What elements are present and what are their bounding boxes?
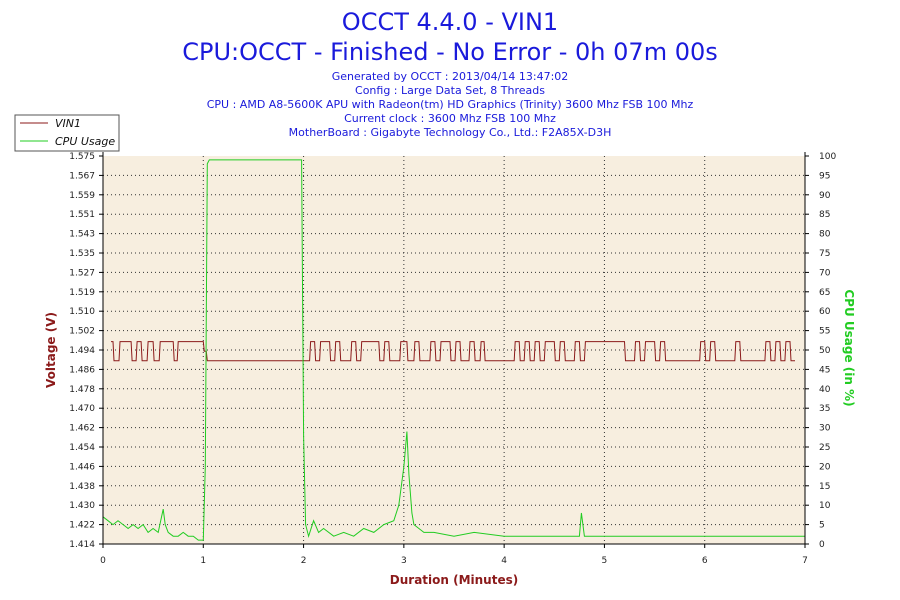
left-tick-label: 1.494: [69, 346, 95, 356]
left-tick-label: 1.478: [69, 385, 95, 395]
right-axis-ticks: 1009590858075706560555045403530252015105…: [805, 152, 836, 550]
right-tick-label: 60: [819, 307, 831, 317]
legend-box: [14, 114, 120, 152]
x-tick-label: 2: [301, 556, 307, 566]
right-tick-label: 25: [819, 443, 830, 453]
right-tick-label: 55: [819, 327, 830, 337]
right-tick-label: 90: [819, 191, 831, 201]
right-tick-label: 20: [819, 462, 831, 472]
left-tick-label: 1.414: [69, 540, 95, 550]
series-line-cpu-usage: [102, 159, 805, 541]
x-tick-label: 6: [702, 556, 708, 566]
chart-title: OCCT 4.4.0 - VIN1: [342, 8, 558, 36]
right-tick-label: 35: [819, 404, 830, 414]
grid-lines: [103, 156, 805, 544]
left-tick-label: 1.454: [69, 443, 95, 453]
left-tick-label: 1.430: [69, 501, 95, 511]
right-tick-label: 10: [819, 501, 831, 511]
right-tick-label: 40: [819, 385, 831, 395]
info-line-config: Config : Large Data Set, 8 Threads: [355, 84, 545, 97]
right-tick-label: 50: [819, 346, 831, 356]
left-tick-label: 1.519: [69, 288, 95, 298]
x-tick-label: 1: [200, 556, 206, 566]
left-tick-label: 1.527: [69, 268, 95, 278]
right-tick-label: 30: [819, 424, 831, 434]
left-tick-label: 1.486: [69, 365, 95, 375]
left-tick-label: 1.446: [69, 462, 95, 472]
x-tick-label: 4: [501, 556, 507, 566]
left-tick-label: 1.462: [69, 424, 95, 434]
info-line-motherboard: MotherBoard : Gigabyte Technology Co., L…: [289, 126, 612, 139]
left-axis-ticks: 1.575 1.567 1.559 1.551 1.543 1.535 1.527 1.519…: [69, 152, 103, 550]
left-tick-label: 1.470: [69, 404, 95, 414]
right-tick-label: 70: [819, 268, 831, 278]
left-tick-label: 1.567: [69, 171, 95, 181]
legend-label-cpu-usage: CPU Usage: [55, 135, 115, 148]
right-tick-label: 85: [819, 210, 830, 220]
left-tick-label: 1.559: [69, 191, 95, 201]
left-tick-label: 1.502: [69, 327, 95, 337]
left-tick-label: 1.575: [69, 152, 95, 162]
series-line-vin1: [111, 341, 795, 362]
series-layer: [102, 159, 805, 541]
info-line-clock: Current clock : 3600 Mhz FSB 100 Mhz: [344, 112, 556, 125]
left-tick-label: 1.422: [69, 521, 95, 531]
x-tick-label: 0: [100, 556, 106, 566]
left-tick-label: 1.510: [69, 307, 95, 317]
x-axis-ticks: 0 1 2 3 4 5 6 7: [100, 544, 808, 566]
left-tick-label: 1.551: [69, 210, 95, 220]
info-line-cpu: CPU : AMD A8-5600K APU with Radeon(tm) H…: [207, 98, 694, 111]
right-tick-label: 95: [819, 171, 830, 181]
right-axis-label: CPU Usage (in %): [842, 289, 856, 406]
left-tick-label: 1.535: [69, 249, 95, 259]
legend: VIN1 CPU Usage: [14, 114, 120, 152]
x-tick-label: 5: [602, 556, 608, 566]
left-tick-label: 1.438: [69, 482, 95, 492]
x-tick-label: 3: [401, 556, 407, 566]
right-tick-label: 15: [819, 482, 830, 492]
right-tick-label: 100: [819, 152, 836, 162]
chart-subtitle: CPU:OCCT - Finished - No Error - 0h 07m …: [182, 38, 718, 66]
info-line-generated: Generated by OCCT : 2013/04/14 13:47:02: [332, 70, 569, 83]
right-tick-label: 80: [819, 230, 831, 240]
right-tick-label: 5: [819, 521, 825, 531]
right-tick-label: 75: [819, 249, 830, 259]
right-tick-label: 65: [819, 288, 830, 298]
x-tick-label: 7: [802, 556, 808, 566]
left-tick-label: 1.543: [69, 230, 95, 240]
right-tick-label: 45: [819, 365, 830, 375]
right-tick-label: 0: [819, 540, 825, 550]
x-axis-label: Duration (Minutes): [390, 573, 518, 587]
legend-label-vin1: VIN1: [55, 117, 81, 130]
left-axis-label: Voltage (V): [44, 312, 58, 388]
